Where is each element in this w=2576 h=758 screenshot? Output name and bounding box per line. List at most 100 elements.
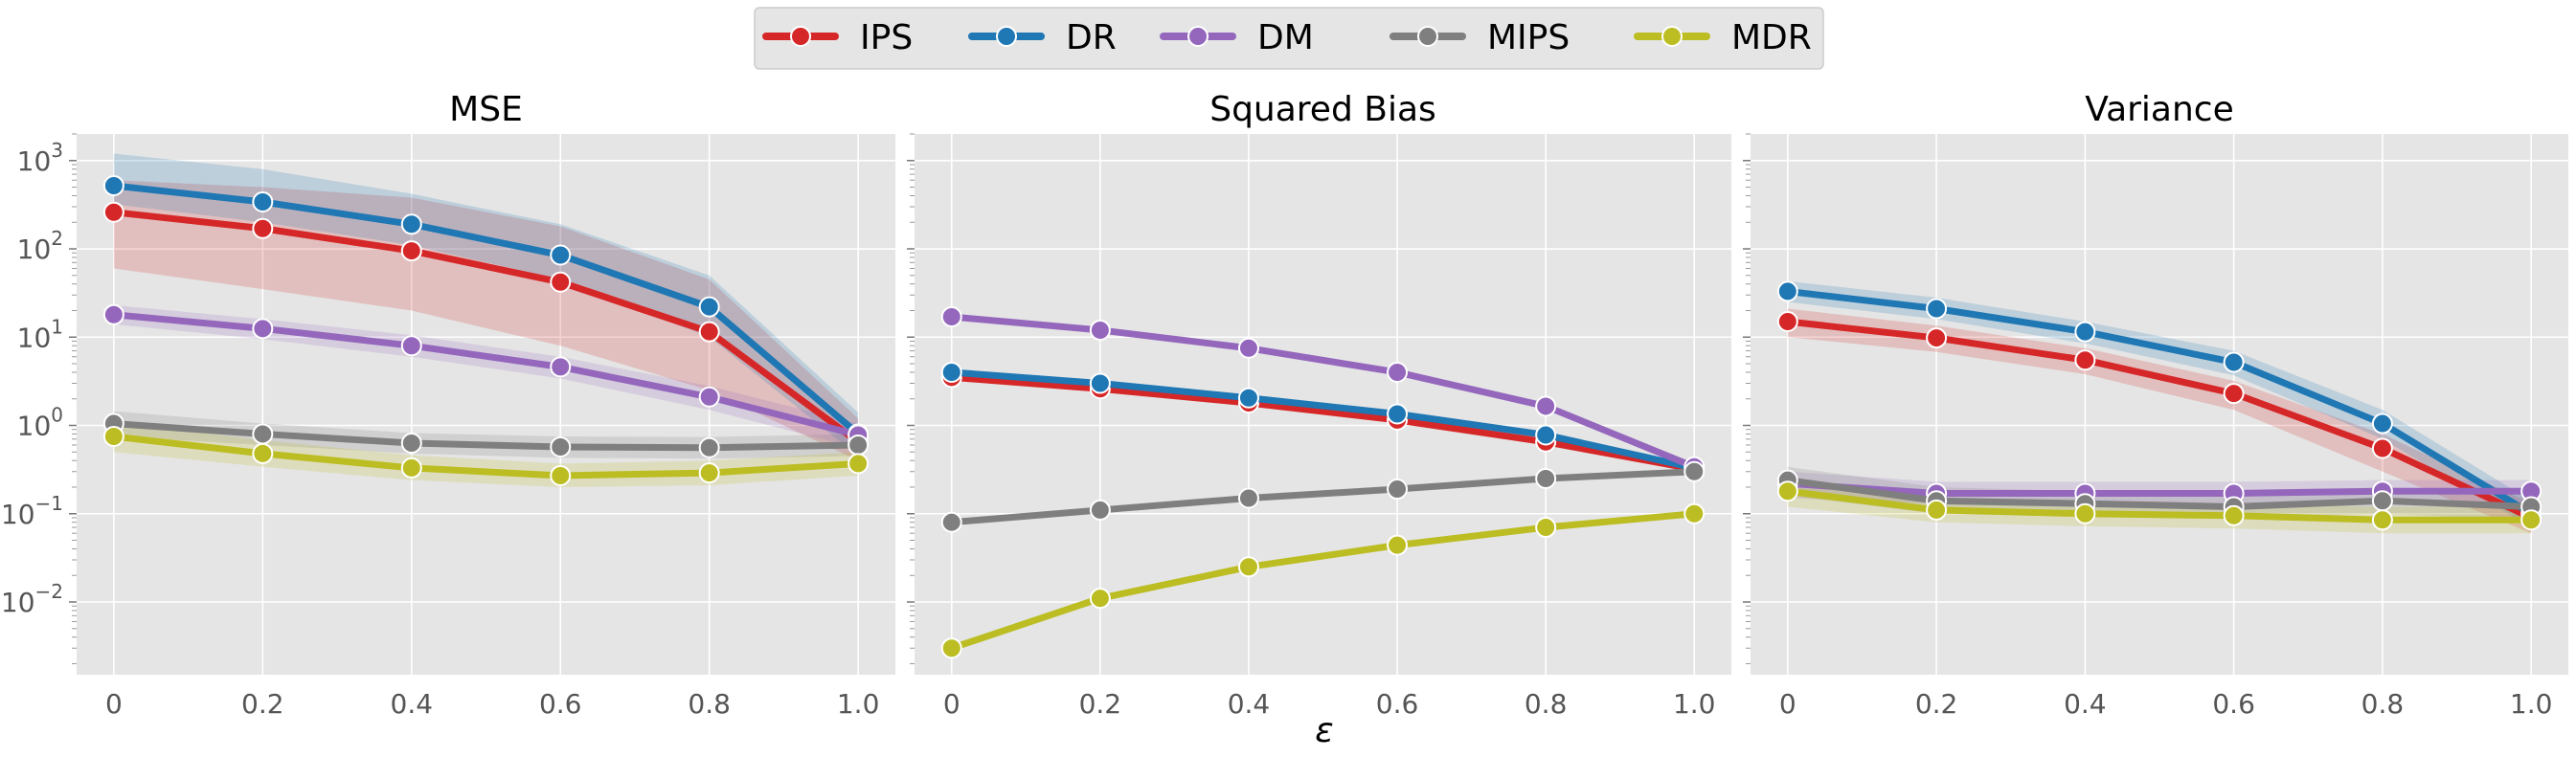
legend-label-dm: DM [1257,18,1314,57]
x-tick-label: 0.8 [2361,688,2405,720]
point-dm [1387,361,1409,383]
point-mips [1089,499,1111,521]
y-tick-label: 102 [17,227,63,265]
point-dr [400,213,422,235]
legend-marker-mdr [1661,26,1683,47]
point-mdr [2520,509,2542,531]
point-mdr [550,464,572,486]
y-tick-label: 10−2 [1,580,63,618]
point-mips [698,436,720,458]
legend-marker-ips [790,26,811,47]
x-tick-label: 0.8 [1525,688,1568,720]
point-mdr [1776,480,1798,502]
series-line-mips [110,420,862,452]
panel-title: MSE [449,90,523,129]
y-tick-label: 101 [17,315,63,353]
point-dr [1387,403,1409,425]
point-dr [1237,387,1259,409]
point-dm [1535,395,1557,417]
point-ips [252,217,274,239]
point-ips [400,240,422,262]
point-dm [940,306,962,328]
x-tick-label: 0 [1779,688,1796,720]
point-mdr [1926,499,1948,521]
series-line-mips [948,468,1698,526]
point-dr [550,244,572,266]
x-tick-label: 0.4 [391,688,434,720]
point-mips [2371,490,2393,512]
point-mdr [698,462,720,484]
point-dm [1237,337,1259,359]
point-ips [102,201,124,223]
x-tick-label: 0.4 [2064,688,2107,720]
point-dm [1089,319,1111,341]
series-line-dr [948,368,1698,472]
point-ips [550,271,572,293]
point-mdr [2371,509,2393,531]
point-mdr [847,453,870,475]
point-dr [1926,298,1948,320]
x-tick-label: 1.0 [1673,688,1716,720]
point-ips [698,321,720,343]
series-line-mdr [948,510,1698,652]
point-dm [698,386,720,408]
y-tick-label: 100 [17,404,63,442]
legend-marker-dr [996,26,1017,47]
x-tick-label: 0.2 [1079,688,1122,720]
point-mips [1387,479,1409,501]
point-mdr [1535,517,1557,539]
point-dr [2074,321,2096,343]
point-mdr [1237,556,1259,578]
x-axis-label: ε [1315,711,1333,750]
point-dm [252,318,274,340]
x-tick-label: 0.2 [1915,688,1958,720]
legend-label-mdr: MDR [1731,18,1812,57]
point-mdr [2223,504,2245,526]
point-dr [2223,351,2245,373]
x-tick-label: 0.2 [241,688,284,720]
legend-label-dr: DR [1066,18,1117,57]
x-tick-label: 0.8 [688,688,731,720]
point-mdr [102,426,124,448]
legend-entry-ips: IPS [762,18,913,57]
panel-title: Variance [2085,90,2234,129]
series-line-ips [948,373,1698,473]
point-ips [1776,311,1798,333]
point-dr [1535,424,1557,446]
x-tick-label: 0.4 [1228,688,1271,720]
legend-entry-mips: MIPS [1390,18,1570,57]
y-tick-label: 10−1 [1,492,63,530]
legend-label-mips: MIPS [1487,18,1570,57]
band-ips [113,180,859,461]
point-dr [2371,412,2393,435]
point-mdr [1683,502,1706,524]
x-tick-label: 0.6 [1376,688,1419,720]
legend-marker-mips [1417,26,1438,47]
panel-title: Squared Bias [1209,90,1436,129]
point-mdr [940,637,962,659]
series-line-dm [1784,479,2535,497]
legend-label-ips: IPS [860,18,913,57]
band-dr [1787,280,2532,528]
point-dr [252,190,274,212]
legend-frame [754,7,1824,70]
point-dm [102,303,124,325]
x-tick-label: 1.0 [837,688,880,720]
series-line-dr [110,182,862,437]
panels: 10−2 10−1 100 101 102 103 0 0.2 0.4 0.6 0.8 1.0 MSE 0… [1,90,2568,720]
point-mdr [400,457,422,479]
x-tick-label: 0.6 [2212,688,2255,720]
point-mdr [2074,502,2096,524]
series-line-dm [110,311,862,438]
point-mdr [1387,534,1409,556]
y-tick-label: 103 [17,139,63,177]
point-dr [1776,280,1798,302]
x-tick-label: 1.0 [2510,688,2553,720]
series-line-ips [1784,318,2535,522]
band-dm [113,304,859,449]
series-line-dm [948,313,1698,471]
point-mdr [252,442,274,464]
panel-variance: 0 0.2 0.4 0.6 0.8 1.0 Variance [1743,90,2568,720]
legend-entry-dm: DM [1160,18,1314,57]
